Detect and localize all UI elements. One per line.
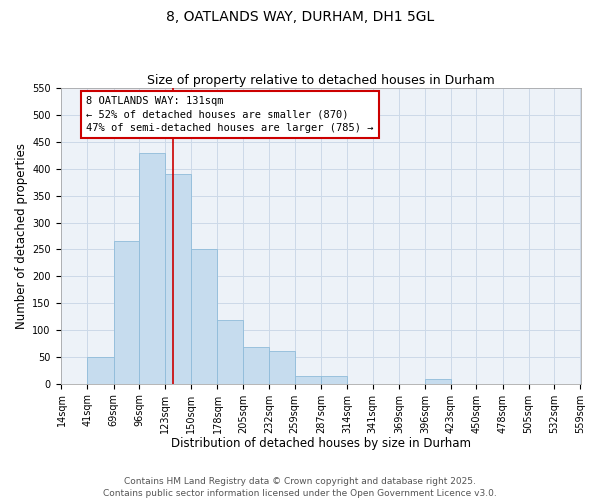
Bar	[165, 174, 191, 384]
Text: 8, OATLANDS WAY, DURHAM, DH1 5GL: 8, OATLANDS WAY, DURHAM, DH1 5GL	[166, 10, 434, 24]
Bar	[114, 242, 139, 384]
Bar	[139, 152, 165, 384]
Bar	[87, 357, 114, 384]
Title: Size of property relative to detached houses in Durham: Size of property relative to detached ho…	[147, 74, 494, 87]
Bar	[321, 376, 347, 384]
Bar	[295, 376, 321, 384]
X-axis label: Distribution of detached houses by size in Durham: Distribution of detached houses by size …	[170, 437, 470, 450]
Text: 8 OATLANDS WAY: 131sqm
← 52% of detached houses are smaller (870)
47% of semi-de: 8 OATLANDS WAY: 131sqm ← 52% of detached…	[86, 96, 374, 132]
Bar	[191, 250, 217, 384]
Y-axis label: Number of detached properties: Number of detached properties	[15, 143, 28, 329]
Bar	[217, 320, 243, 384]
Text: Contains HM Land Registry data © Crown copyright and database right 2025.
Contai: Contains HM Land Registry data © Crown c…	[103, 476, 497, 498]
Bar	[269, 352, 295, 384]
Bar	[425, 380, 451, 384]
Bar	[243, 347, 269, 384]
